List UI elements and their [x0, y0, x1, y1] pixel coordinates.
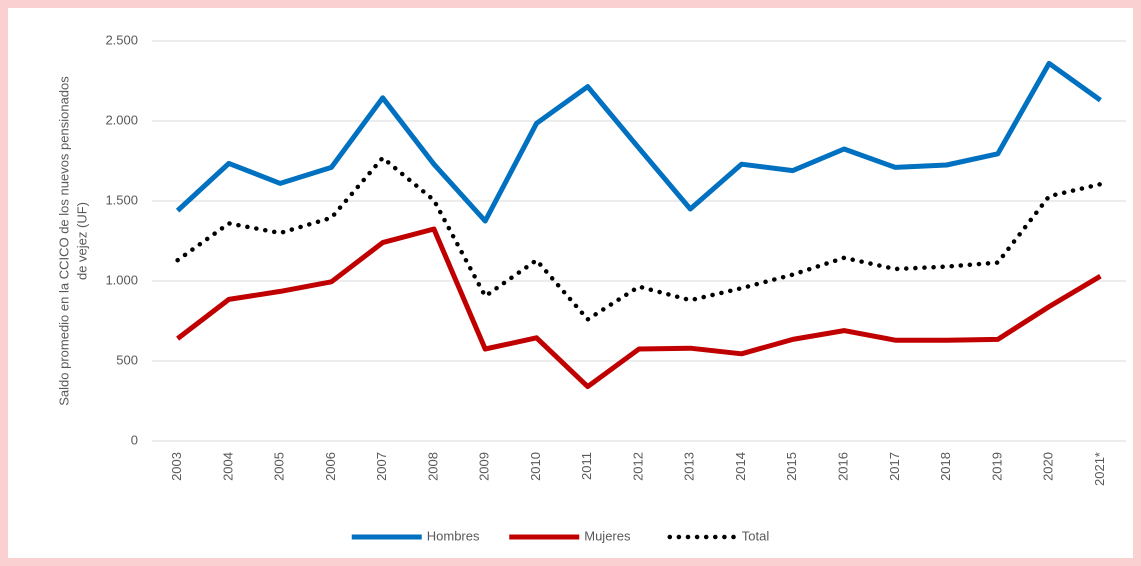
- x-tick-label: 2015: [784, 452, 799, 481]
- x-tick: 2011: [579, 452, 594, 480]
- x-tick-label: 2007: [374, 452, 389, 481]
- x-tick-label: 2003: [169, 452, 184, 481]
- x-tick: 2013: [682, 452, 697, 481]
- x-tick: 2003: [169, 452, 184, 481]
- x-tick: 2005: [272, 452, 287, 481]
- x-tick-label: 2006: [323, 452, 338, 481]
- x-tick-label: 2020: [1041, 452, 1056, 481]
- y-tick-label: 0: [131, 432, 138, 447]
- x-tick: 2009: [477, 452, 492, 481]
- x-tick: 2007: [374, 452, 389, 481]
- legend-label: Hombres: [427, 528, 480, 543]
- x-tick-label: 2010: [528, 452, 543, 481]
- x-tick-label: 2004: [220, 452, 235, 481]
- legend-label: Mujeres: [584, 528, 631, 543]
- y-tick-label: 1.500: [105, 192, 138, 207]
- x-tick: 2006: [323, 452, 338, 481]
- y-tick-label: 2.500: [105, 32, 138, 47]
- y-tick-label: 2.000: [105, 112, 138, 127]
- x-tick: 2020: [1041, 452, 1056, 481]
- x-tick-label: 2013: [682, 452, 697, 481]
- x-tick-label: 2005: [272, 452, 287, 481]
- y-axis-title-line: Saldo promedio en la CCICO de los nuevos…: [56, 76, 71, 406]
- x-tick-label: 2017: [887, 452, 902, 481]
- x-tick: 2004: [220, 452, 235, 481]
- x-tick-label: 2014: [733, 452, 748, 481]
- y-tick-label: 500: [116, 352, 138, 367]
- x-tick-label: 2011: [579, 452, 594, 480]
- x-tick: 2010: [528, 452, 543, 481]
- x-tick: 2014: [733, 452, 748, 481]
- x-tick-label: 2019: [989, 452, 1004, 481]
- y-axis-title-line: de vejez (UF): [74, 202, 89, 280]
- x-tick: 2016: [835, 452, 850, 481]
- y-tick-label: 1.000: [105, 272, 138, 287]
- x-tick: 2017: [887, 452, 902, 481]
- x-tick-label: 2018: [938, 452, 953, 481]
- x-tick-label: 2009: [477, 452, 492, 481]
- series-line: [175, 60, 1102, 224]
- x-tick: 2021*: [1092, 452, 1107, 486]
- x-tick: 2019: [989, 452, 1004, 481]
- x-tick: 2008: [425, 452, 440, 481]
- x-tick-label: 2021*: [1092, 452, 1107, 486]
- series-line: [176, 226, 1102, 390]
- legend-label: Total: [742, 528, 770, 543]
- x-tick: 2018: [938, 452, 953, 481]
- x-tick: 2015: [784, 452, 799, 481]
- x-tick-label: 2016: [835, 452, 850, 481]
- y-axis-title: Saldo promedio en la CCICO de los nuevos…: [56, 76, 89, 406]
- x-tick-label: 2012: [630, 452, 645, 481]
- x-tick: 2012: [630, 452, 645, 481]
- x-tick-label: 2008: [425, 452, 440, 481]
